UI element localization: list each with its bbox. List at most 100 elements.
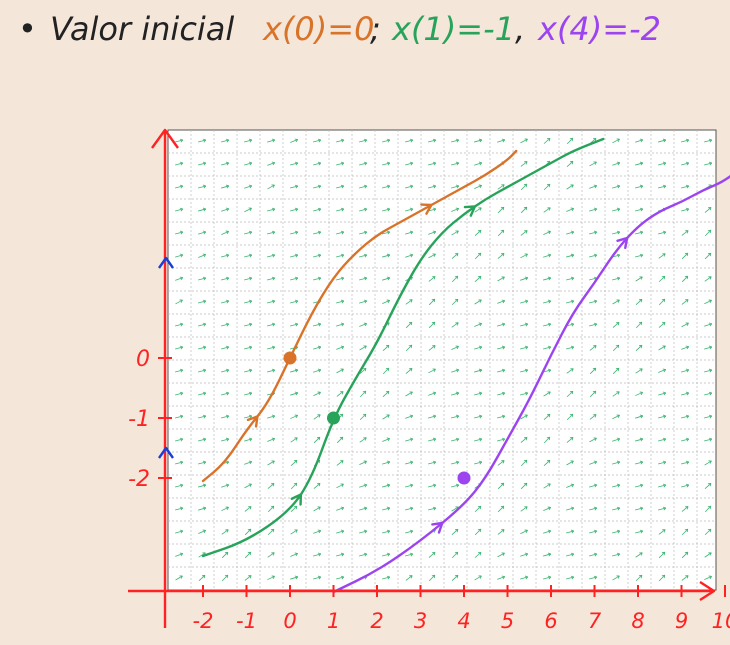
field-arrow (336, 138, 345, 143)
field-arrow (221, 207, 230, 212)
field-arrow (520, 161, 528, 167)
field-arrow (359, 253, 368, 258)
field-arrow (635, 207, 644, 212)
field-arrow (451, 414, 460, 419)
field-arrow (635, 437, 644, 442)
field-arrow (704, 229, 712, 237)
field-arrow (428, 437, 437, 442)
field-arrow (244, 345, 253, 350)
field-arrow (405, 483, 414, 488)
field-arrow (359, 299, 368, 304)
field-arrow (405, 575, 413, 581)
field-arrow (520, 299, 529, 304)
field-arrow (520, 138, 528, 144)
field-arrow (175, 368, 184, 373)
solution-curve (201, 149, 518, 483)
field-arrow (290, 322, 299, 327)
field-arrow (313, 207, 322, 212)
field-arrow (451, 252, 459, 259)
field-arrow (704, 276, 712, 282)
direction-chevron (463, 205, 477, 217)
field-arrow (428, 506, 437, 511)
field-arrow (290, 368, 299, 373)
field-arrow (658, 298, 666, 306)
field-arrow (704, 345, 713, 350)
field-arrow (198, 207, 207, 212)
field-arrow (520, 552, 529, 557)
field-arrow (198, 276, 207, 281)
initial-point (327, 411, 340, 425)
field-arrow (244, 506, 252, 512)
field-arrow (704, 138, 713, 143)
field-arrow (704, 528, 712, 536)
field-arrow (221, 322, 230, 327)
field-arrow (175, 552, 184, 557)
field-arrow (612, 161, 621, 166)
field-arrow (221, 574, 229, 582)
field-arrow (428, 368, 436, 374)
field-arrow (474, 551, 482, 558)
field-arrow (336, 299, 345, 304)
field-arrow (589, 207, 598, 212)
grid (168, 130, 716, 590)
field-arrow (566, 552, 575, 557)
field-arrow (520, 437, 528, 443)
field-arrow (589, 322, 598, 327)
field-arrow (681, 528, 689, 536)
field-arrow (405, 161, 414, 166)
field-arrow (267, 345, 276, 350)
field-arrow (382, 276, 391, 281)
field-arrow (405, 552, 414, 557)
field-arrow (704, 368, 713, 373)
field-arrow (428, 321, 436, 329)
field-arrow (658, 253, 666, 259)
field-arrow (428, 391, 437, 396)
field-arrow (497, 138, 506, 143)
field-arrow (520, 253, 528, 259)
field-arrow (497, 575, 506, 580)
field-arrow (405, 368, 413, 374)
field-arrow (359, 230, 368, 235)
field-arrow (336, 460, 344, 466)
x-tick-label: 9 (675, 609, 688, 633)
field-arrow (175, 253, 184, 258)
field-arrow (451, 345, 459, 351)
field-arrow (543, 183, 551, 191)
field-arrow (543, 436, 551, 444)
field-arrow (658, 574, 666, 582)
field-arrow (474, 322, 483, 327)
field-arrow (290, 230, 299, 235)
field-arrow (175, 437, 184, 442)
bullet: • (18, 10, 37, 48)
field-arrow (336, 207, 345, 212)
field-arrow (198, 368, 207, 373)
direction-chevron (420, 203, 433, 215)
field-arrow (635, 276, 643, 282)
field-arrow (244, 460, 253, 465)
field-arrow (313, 230, 322, 235)
field-arrow (267, 505, 275, 513)
field-arrow (589, 367, 597, 375)
initial-point (457, 471, 471, 485)
field-arrow (543, 552, 552, 557)
field-arrow (543, 459, 551, 467)
field-arrow (497, 322, 506, 327)
field-arrow (612, 230, 621, 235)
field-arrow (658, 138, 667, 143)
field-arrow (474, 528, 482, 536)
field-arrow (175, 276, 184, 281)
field-arrow (543, 137, 551, 144)
field-arrow (244, 138, 253, 143)
field-arrow (336, 391, 344, 397)
field-arrow (543, 391, 551, 397)
field-arrow (198, 529, 207, 534)
field-arrow (612, 299, 620, 305)
field-arrow (589, 253, 598, 258)
field-arrow (704, 391, 713, 396)
field-arrow (221, 483, 230, 488)
field-arrow (244, 368, 253, 373)
field-arrow (405, 414, 414, 419)
field-arrow (290, 552, 299, 557)
field-arrow (681, 299, 689, 305)
